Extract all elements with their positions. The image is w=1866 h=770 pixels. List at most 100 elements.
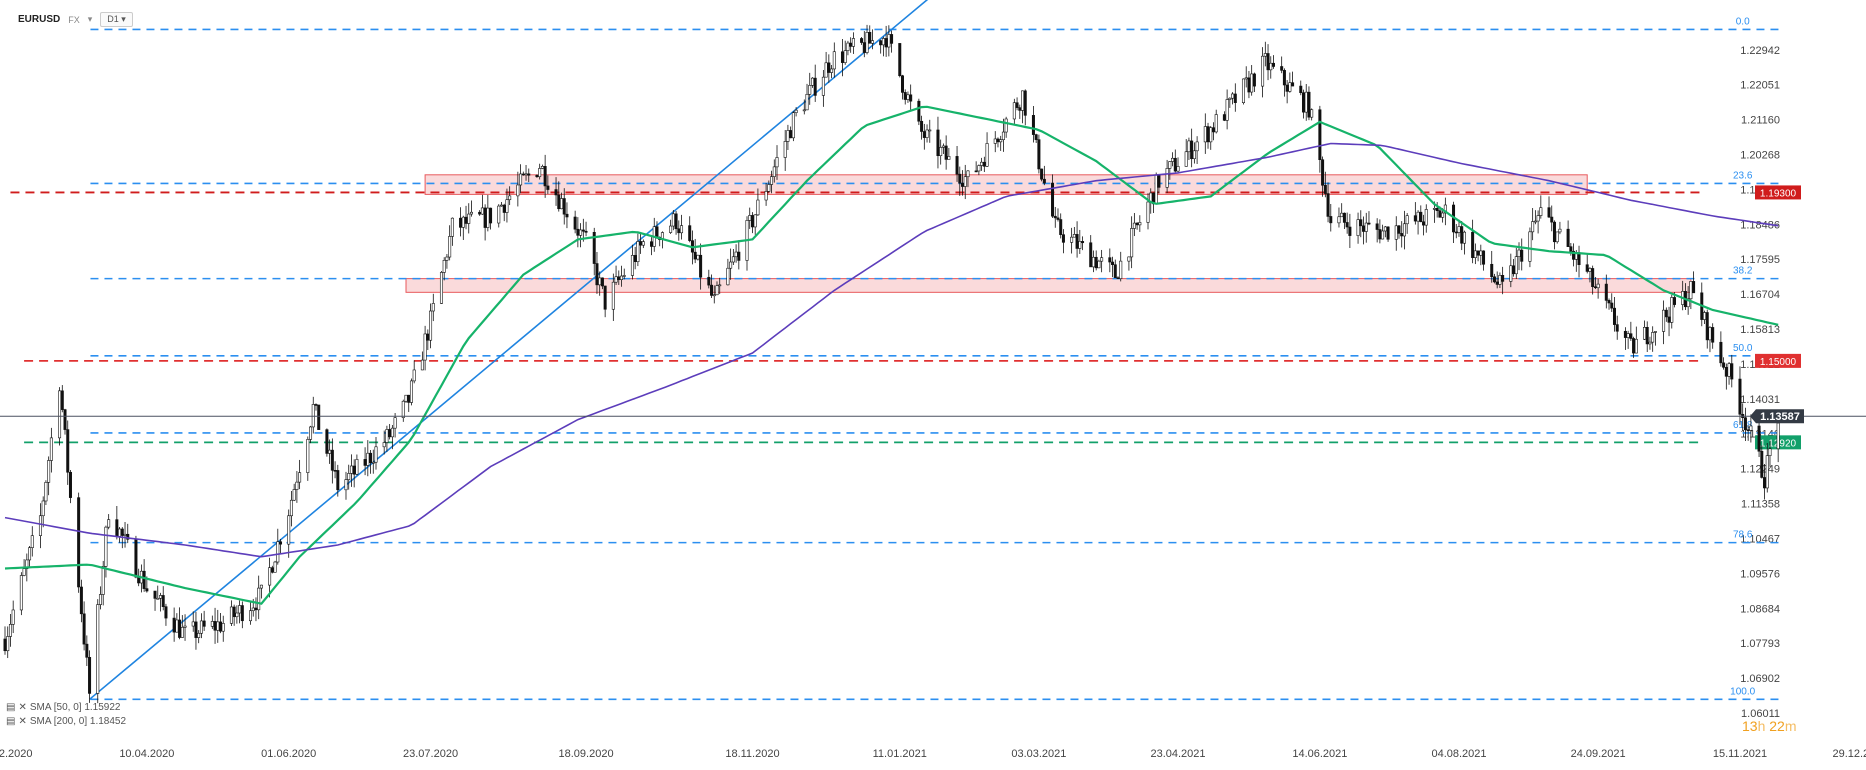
candle: [407, 394, 411, 403]
candle: [464, 216, 468, 224]
candle: [439, 272, 443, 304]
candle: [210, 621, 214, 627]
candle: [1670, 297, 1674, 323]
candle: [622, 275, 626, 277]
candle: [249, 610, 253, 622]
candle: [219, 621, 223, 632]
candle: [349, 465, 353, 474]
indicator-sma50[interactable]: ▤ ✕ SMA [50, 0] 1.15922: [6, 702, 120, 713]
candle: [420, 359, 424, 371]
date-tick-label: 23.04.2021: [1150, 748, 1205, 760]
candle: [1476, 250, 1480, 256]
chevron-down-icon[interactable]: ▾: [87, 14, 93, 24]
candle: [862, 42, 866, 53]
candle: [557, 194, 561, 210]
candle: [344, 479, 348, 491]
candle: [802, 109, 806, 112]
candle: [674, 213, 678, 230]
candle: [767, 184, 771, 192]
candle: [860, 38, 864, 43]
candle: [600, 277, 604, 287]
candle: [1261, 55, 1265, 87]
candle: [1323, 184, 1327, 194]
candle: [1378, 229, 1382, 240]
candle: [47, 460, 51, 483]
candle: [595, 263, 599, 286]
candle: [1359, 219, 1363, 227]
candle: [63, 409, 67, 430]
candle: [808, 85, 812, 95]
candle: [1593, 286, 1597, 289]
price-level-badge-label: 1.15000: [1760, 357, 1797, 368]
candle: [77, 497, 81, 588]
candle: [786, 130, 790, 142]
candle: [961, 182, 965, 187]
candle: [317, 404, 321, 430]
candle-countdown: 13h 22m: [1742, 718, 1797, 734]
candle: [1252, 73, 1256, 87]
candle: [336, 470, 340, 491]
candle: [1501, 275, 1505, 282]
candle: [920, 120, 924, 132]
candle: [996, 138, 1000, 143]
candle: [1214, 114, 1218, 133]
candle: [639, 241, 643, 246]
candle: [1722, 362, 1726, 368]
candle: [1037, 139, 1041, 170]
candle: [598, 277, 602, 286]
candle: [1299, 85, 1303, 94]
candle: [1528, 231, 1532, 262]
candle: [1746, 429, 1750, 432]
settings-icon[interactable]: ▤: [6, 702, 16, 713]
candle: [1132, 222, 1136, 229]
candle: [789, 130, 793, 139]
candle: [371, 461, 375, 464]
candle: [1730, 363, 1734, 380]
timeframe-select[interactable]: D1 ▾: [100, 12, 133, 27]
candle: [88, 657, 92, 694]
candle: [521, 173, 525, 176]
candle: [333, 469, 337, 472]
candle: [1211, 127, 1215, 133]
candle: [712, 294, 716, 297]
candle: [469, 211, 473, 215]
candle: [688, 225, 692, 241]
timer-minutes: 22: [1769, 718, 1785, 734]
candle: [3, 638, 7, 652]
sma50-line: [4, 105, 1779, 605]
candle: [183, 625, 187, 628]
candle: [1228, 97, 1232, 100]
candle: [936, 129, 940, 157]
candle: [1402, 223, 1406, 237]
candle: [497, 205, 501, 224]
candle: [805, 93, 809, 111]
settings-icon[interactable]: ▤: [6, 716, 16, 727]
candle: [1724, 367, 1728, 377]
candle: [1517, 249, 1521, 257]
candle: [60, 390, 64, 410]
candle: [922, 131, 926, 138]
candle: [459, 217, 463, 228]
candle: [115, 519, 119, 537]
candle: [1091, 256, 1095, 268]
candle: [412, 369, 416, 382]
candle: [1247, 77, 1251, 93]
price-tick-label: 1.20268: [1740, 150, 1780, 162]
candle: [1138, 222, 1142, 226]
candle: [1394, 225, 1398, 240]
candle: [636, 241, 640, 263]
candle: [104, 526, 108, 567]
candle: [1348, 226, 1352, 236]
candle: [543, 166, 547, 187]
close-icon[interactable]: ✕: [18, 716, 27, 727]
candle: [633, 255, 637, 263]
indicator-sma200[interactable]: ▤ ✕ SMA [200, 0] 1.18452: [6, 716, 126, 727]
candle: [1266, 53, 1270, 71]
close-icon[interactable]: ✕: [18, 702, 27, 713]
candle: [273, 561, 277, 573]
candle: [1473, 250, 1477, 258]
candle: [145, 588, 149, 592]
symbol-label[interactable]: EURUSD: [18, 14, 61, 25]
candle: [1089, 242, 1093, 268]
